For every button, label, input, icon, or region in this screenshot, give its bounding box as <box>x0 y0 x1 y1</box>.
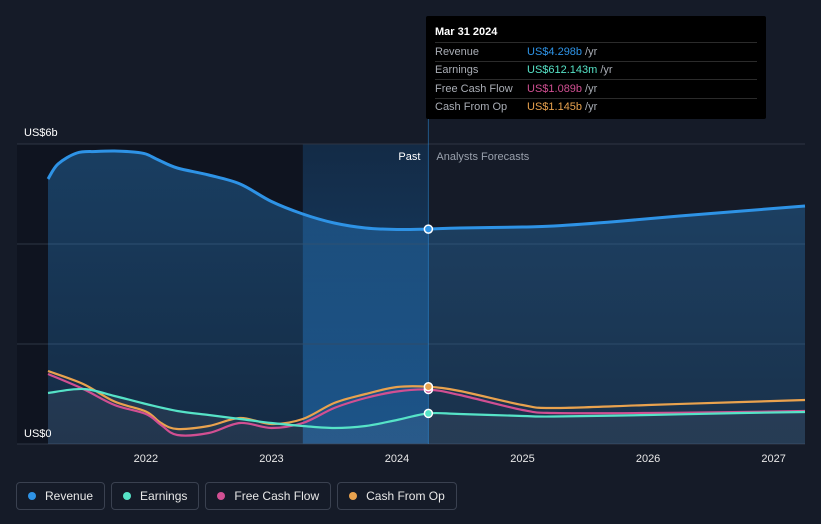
legend-item-revenue[interactable]: Revenue <box>16 482 106 510</box>
series-line-revenue <box>46 149 806 232</box>
legend-label: Earnings <box>140 489 188 503</box>
legend-item-cash-from-op[interactable]: Cash From Op <box>337 482 457 510</box>
series-area-revenue <box>48 150 805 444</box>
tooltip-row-free-cash-flow: Free Cash Flow US$1.089b /yr <box>435 80 757 99</box>
tooltip-row-cash-from-op: Cash From Op US$1.145b /yr <box>435 99 757 117</box>
tooltip-value: US$1.145b <box>527 101 583 114</box>
tooltip-row-earnings: Earnings US$612.143m /yr <box>435 62 757 80</box>
marker-revenue <box>423 224 434 234</box>
tooltip-unit: /yr <box>600 64 613 77</box>
x-tick-label: 2024 <box>385 453 409 465</box>
tooltip-label: Revenue <box>435 45 480 58</box>
x-tick-label: 2025 <box>510 453 534 465</box>
data-tooltip: Mar 31 2024 Revenue US$4.298b /yr Earnin… <box>426 16 766 119</box>
tooltip-label: Earnings <box>435 64 479 77</box>
tooltip-value: US$1.089b <box>527 82 583 95</box>
series-line-free-cash-flow <box>47 372 806 437</box>
tooltip-unit: /yr <box>585 45 598 58</box>
tooltip-label: Free Cash Flow <box>435 82 513 95</box>
marker-earnings <box>423 408 434 419</box>
legend-dot-icon <box>123 492 132 500</box>
marker-cash-from-op <box>423 382 434 392</box>
legend-item-earnings[interactable]: Earnings <box>111 482 200 510</box>
past-label: Past <box>398 151 420 163</box>
series-line-cash-from-op <box>47 369 806 431</box>
legend-item-free-cash-flow[interactable]: Free Cash Flow <box>205 482 332 510</box>
legend-label: Free Cash Flow <box>234 489 320 503</box>
x-tick-label: 2027 <box>761 453 785 465</box>
tooltip-unit: /yr <box>585 101 598 114</box>
forecast-label: Analysts Forecasts <box>436 151 529 163</box>
x-tick-label: 2026 <box>636 453 660 465</box>
tooltip-unit: /yr <box>585 82 598 95</box>
tooltip-value: US$612.143m <box>527 64 598 77</box>
legend-label: Revenue <box>45 489 94 503</box>
tooltip-date: Mar 31 2024 <box>435 24 757 43</box>
legend-dot-icon <box>349 492 358 500</box>
legend-label: Cash From Op <box>366 489 445 503</box>
tooltip-row-revenue: Revenue US$4.298b /yr <box>435 43 757 62</box>
tooltip-label: Cash From Op <box>435 101 508 114</box>
x-tick-label: 2022 <box>134 453 158 465</box>
y-axis-label-bottom: US$0 <box>24 428 52 440</box>
chart-legend: Revenue Earnings Free Cash Flow Cash Fro… <box>16 482 457 510</box>
y-axis-label-top: US$6b <box>24 127 58 139</box>
chart-area: US$6b US$0 2022 2023 2024 2025 2026 2027 Past Ana… <box>17 118 806 465</box>
x-tick-label: 2023 <box>259 453 283 465</box>
tooltip-value: US$4.298b <box>527 45 583 58</box>
series-line-earnings <box>47 387 806 430</box>
legend-dot-icon <box>217 492 226 500</box>
legend-dot-icon <box>28 492 36 500</box>
